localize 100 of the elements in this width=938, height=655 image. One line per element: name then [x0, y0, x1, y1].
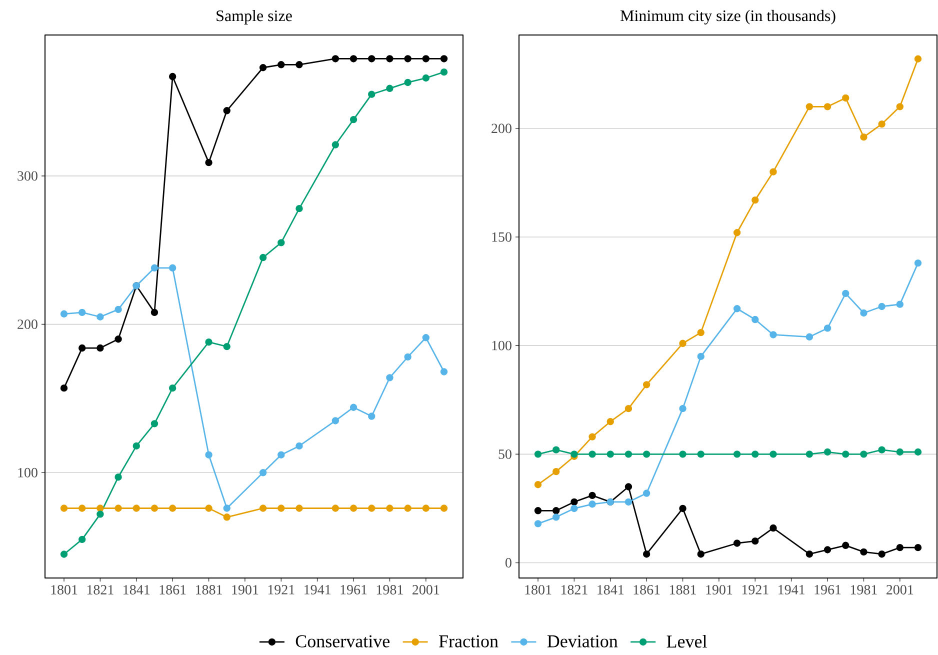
point: [96, 344, 104, 352]
point: [752, 450, 759, 458]
point: [860, 309, 868, 317]
x-tick-label: 1841: [124, 585, 150, 594]
point: [386, 55, 394, 62]
point: [733, 305, 741, 312]
point: [552, 468, 560, 476]
point: [296, 442, 303, 450]
point: [679, 340, 686, 348]
point: [642, 450, 650, 458]
point: [150, 308, 158, 316]
point: [368, 90, 376, 98]
point: [552, 507, 560, 514]
y-tick-label: 200: [492, 124, 512, 134]
point: [752, 316, 759, 324]
point: [588, 500, 596, 508]
point: [642, 550, 650, 558]
x-tick-label: 1981: [376, 585, 403, 594]
x-tick-label: 1841: [598, 585, 624, 594]
point: [278, 239, 285, 246]
x-tick-label: 2001: [886, 585, 914, 594]
point: [168, 72, 176, 80]
point: [878, 446, 886, 454]
point: [914, 55, 922, 62]
y-tick-label: 100: [18, 468, 38, 478]
x-tick-label: 1921: [742, 585, 768, 594]
point: [114, 474, 122, 481]
point: [60, 384, 68, 392]
point: [642, 490, 650, 497]
point: [60, 504, 68, 512]
point: [440, 55, 448, 62]
point: [552, 514, 560, 521]
point: [78, 536, 86, 544]
point: [404, 78, 412, 86]
point: [806, 450, 814, 458]
x-tick-label: 1821: [561, 585, 588, 594]
point: [223, 504, 230, 512]
x-tick-label: 1941: [304, 585, 330, 594]
x-tick-label: 1801: [51, 585, 78, 594]
point: [770, 168, 777, 176]
y-tick-label: 50: [498, 449, 512, 459]
point: [150, 264, 158, 272]
point: [205, 451, 212, 458]
point: [570, 498, 578, 506]
point: [642, 381, 650, 388]
point: [296, 204, 303, 212]
chart-title: Sample size: [216, 10, 292, 24]
point: [223, 107, 230, 114]
legend-label: Conservative: [296, 635, 390, 648]
point: [150, 504, 158, 512]
legend-label: Level: [666, 634, 707, 648]
point: [588, 450, 596, 458]
point: [350, 504, 358, 512]
point: [350, 55, 358, 62]
point: [606, 418, 614, 426]
point: [440, 68, 448, 76]
point: [114, 306, 122, 314]
point: [296, 61, 303, 68]
point: [114, 504, 122, 512]
point: [534, 520, 542, 528]
point: [223, 514, 230, 521]
point: [168, 504, 176, 512]
y-tick-label: 150: [492, 232, 512, 242]
point: [606, 450, 614, 458]
point: [806, 103, 814, 110]
point: [624, 483, 632, 490]
point: [878, 120, 886, 128]
point: [842, 290, 850, 298]
point: [368, 55, 376, 62]
point: [679, 450, 686, 458]
point: [205, 504, 212, 512]
point: [78, 308, 86, 316]
y-tick-label: 100: [492, 340, 512, 350]
point: [896, 300, 904, 308]
point: [422, 334, 430, 342]
point: [752, 196, 759, 204]
point: [733, 229, 741, 236]
point: [624, 404, 632, 412]
point: [679, 404, 686, 412]
point: [624, 498, 632, 506]
point: [404, 353, 412, 361]
x-tick-label: 1821: [87, 585, 114, 594]
point: [278, 504, 285, 512]
legend-label: Fraction: [439, 635, 498, 648]
point: [733, 450, 741, 458]
point: [806, 550, 814, 558]
point: [422, 55, 430, 62]
point: [168, 384, 176, 392]
point: [150, 420, 158, 428]
x-tick-label: 1961: [340, 585, 367, 594]
point: [259, 469, 267, 476]
point: [350, 116, 358, 124]
point: [422, 74, 430, 82]
point: [697, 450, 704, 458]
point: [914, 544, 922, 552]
point: [896, 448, 904, 456]
point: [824, 448, 832, 456]
point: [824, 324, 832, 332]
point: [422, 504, 430, 512]
point: [296, 504, 303, 512]
